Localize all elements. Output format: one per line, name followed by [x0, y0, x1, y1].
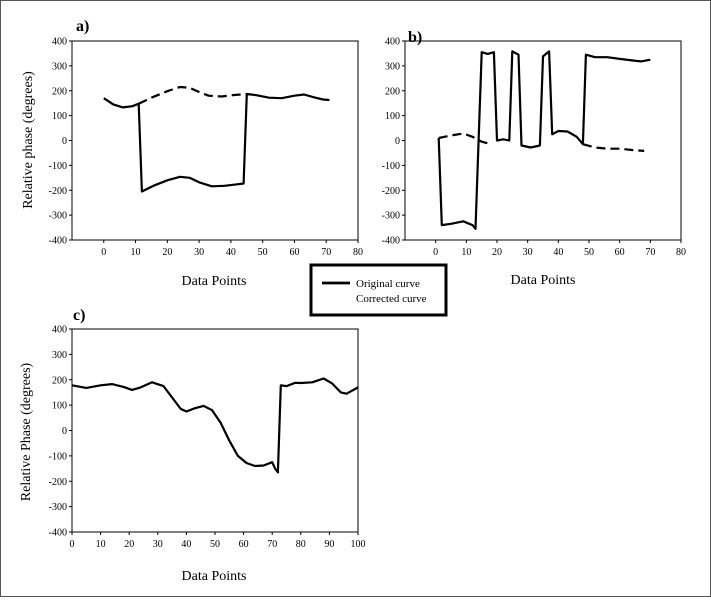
panel-b-xtick-label: 50	[584, 247, 594, 258]
panel-b-xtick-label: 60	[615, 247, 625, 258]
panel-a-xtick-label: 70	[321, 247, 331, 258]
panel-c-xtick-label: 100	[351, 539, 366, 550]
panel-b-ytick-label: 200	[385, 86, 400, 97]
panel-a-xtick-label: 0	[101, 247, 106, 258]
panel-c-ytick-label: -300	[49, 502, 67, 513]
panel-c-ytick-label: 100	[52, 401, 67, 412]
panel-a-ytick-label: 200	[52, 86, 67, 97]
panel-b-label: b)	[408, 29, 422, 46]
panel-b-xlabel: Data Points	[511, 273, 576, 288]
panel-b-series-solid-0	[437, 50, 651, 230]
panel-a: a) Data Points Relative phase (degrees) …	[21, 18, 363, 289]
legend-box	[309, 263, 448, 317]
panel-c-ytick-label: -400	[49, 528, 67, 539]
panel-c-xtick-label: 0	[70, 539, 75, 550]
panel-a-ytick-label: -400	[49, 236, 67, 247]
panel-c-xtick-label: 30	[153, 539, 163, 550]
panel-c-xtick-label: 60	[239, 539, 249, 550]
panel-b-ytick-label: 0	[395, 136, 400, 147]
panel-a-ytick-label: -300	[49, 211, 67, 222]
panel-c-ytick-label: 300	[52, 350, 67, 361]
panel-b-xtick-label: 10	[461, 247, 471, 258]
legend-corrected-label: Corrected curve	[356, 293, 427, 305]
panel-c-ylabel: Relative Phase (degrees)	[19, 362, 34, 501]
panel-b-ytick-label: -400	[382, 236, 400, 247]
panel-a-ylabel: Relative phase (degrees)	[21, 71, 36, 209]
panel-c-xtick-label: 20	[124, 539, 134, 550]
panel-a-xtick-label: 20	[162, 247, 172, 258]
panel-c-xlabel: Data Points	[182, 569, 247, 584]
legend-original-label: Original curve	[356, 278, 420, 290]
panel-a-series-dashed-1	[138, 85, 247, 105]
panel-c-xtick-label: 40	[181, 539, 191, 550]
panel-b-series-dashed-1	[438, 132, 492, 146]
panel-b-xtick-label: 0	[433, 247, 438, 258]
panel-a-plot-frame	[71, 40, 359, 241]
panel-c-ytick-label: -100	[49, 451, 67, 462]
panel-c-label: c)	[73, 307, 85, 324]
panel-b-xtick-label: 80	[676, 247, 686, 258]
panel-c-xtick-label: 90	[324, 539, 334, 550]
panel-b-xtick-label: 30	[523, 247, 533, 258]
panel-a-ytick-label: -200	[49, 186, 67, 197]
panel-a-xtick-label: 80	[353, 247, 363, 258]
panel-c-xtick-label: 80	[296, 539, 306, 550]
panel-b-series-dashed-2	[582, 143, 645, 152]
panel-b: b) Data Points -400-300-200-100010020030…	[382, 29, 686, 288]
panel-a-xtick-label: 60	[289, 247, 299, 258]
panel-c-ytick-label: 400	[52, 325, 67, 336]
panel-c-ytick-label: 0	[62, 426, 67, 437]
panel-b-ytick-label: -100	[382, 161, 400, 172]
panel-a-xlabel: Data Points	[182, 274, 247, 289]
panel-a-ytick-label: 100	[52, 111, 67, 122]
panel-a-series-solid-0	[103, 92, 330, 193]
panel-c: c) Data Points Relative Phase (degrees) …	[19, 307, 366, 584]
panel-a-ytick-label: 0	[62, 136, 67, 147]
panel-a-xtick-label: 30	[194, 247, 204, 258]
panel-b-xtick-label: 20	[492, 247, 502, 258]
panel-b-xtick-label: 70	[645, 247, 655, 258]
panel-a-xtick-label: 50	[258, 247, 268, 258]
panel-b-ytick-label: 300	[385, 61, 400, 72]
panel-b-xtick-label: 40	[553, 247, 563, 258]
panel-b-ytick-label: 400	[385, 37, 400, 48]
panel-a-label: a)	[76, 18, 89, 35]
panel-c-series-solid-0	[71, 377, 359, 474]
panel-b-ytick-label: -300	[382, 211, 400, 222]
panel-a-ytick-label: -100	[49, 161, 67, 172]
panel-c-ytick-label: 200	[52, 375, 67, 386]
panel-a-ytick-label: 400	[52, 37, 67, 48]
panel-a-ytick-label: 300	[52, 61, 67, 72]
panel-a-xtick-label: 40	[226, 247, 236, 258]
panel-c-xtick-label: 50	[210, 539, 220, 550]
panel-c-xtick-label: 10	[96, 539, 106, 550]
panel-b-ytick-label: -200	[382, 186, 400, 197]
panel-a-xtick-label: 10	[131, 247, 141, 258]
panel-c-plot-frame	[71, 328, 359, 533]
panel-b-ytick-label: 100	[385, 111, 400, 122]
panel-c-ytick-label: -200	[49, 477, 67, 488]
panel-c-xtick-label: 70	[267, 539, 277, 550]
legend: Original curve Corrected curve	[309, 263, 448, 317]
